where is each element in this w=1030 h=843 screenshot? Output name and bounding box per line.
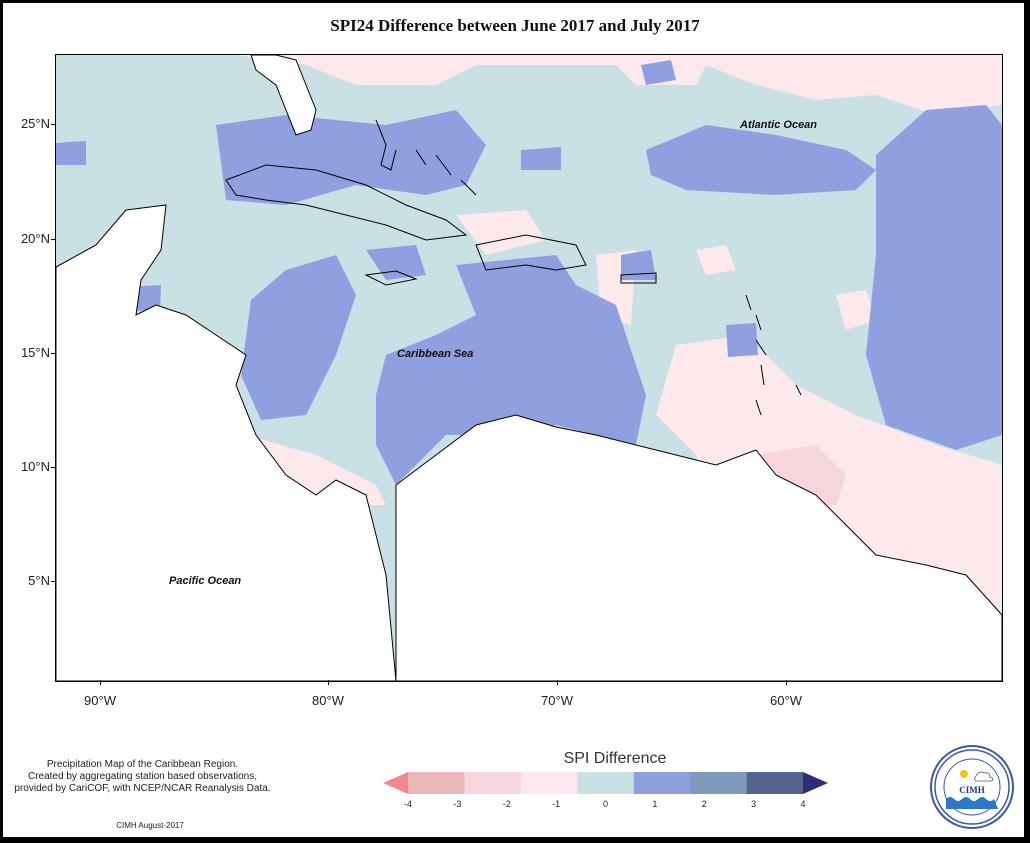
y-axis-label: 25°N <box>20 116 50 131</box>
y-axis-label: 20°N <box>20 231 50 246</box>
x-tick <box>100 680 101 685</box>
anomaly-zone-neg <box>456 210 546 255</box>
anomaly-zone-pos <box>366 245 426 280</box>
x-tick <box>786 680 787 685</box>
description-line: provided by CariCOF, with NCEP/NCAR Rean… <box>14 783 271 794</box>
land-hispaniola <box>475 234 587 271</box>
anomaly-zone-pos <box>866 105 1002 450</box>
anomaly-zone-pos <box>521 147 561 170</box>
map-panel <box>55 54 1003 682</box>
anomaly-zone-pos <box>241 255 356 420</box>
y-tick <box>51 239 56 240</box>
land-lesser-antilles <box>745 294 802 416</box>
map-description: Precipitation Map of the Caribbean Regio… <box>5 759 280 795</box>
legend-swatch <box>577 772 635 794</box>
land-jamaica <box>364 270 418 286</box>
y-axis-label: 15°N <box>20 345 50 360</box>
atlantic-ocean-label: Atlantic Ocean <box>740 119 818 131</box>
land-puerto-rico <box>620 272 657 284</box>
logo-graphic <box>934 749 1010 825</box>
y-tick <box>51 353 56 354</box>
x-tick <box>557 680 558 685</box>
legend-title: SPI Difference <box>563 750 667 767</box>
logo-text: CIMH <box>959 785 985 795</box>
x-axis-label: 90°W <box>84 693 116 708</box>
anomaly-zone-pos <box>376 255 646 485</box>
legend-label: -4 <box>403 799 412 809</box>
legend-label: 2 <box>701 799 707 809</box>
land-north-america <box>250 55 317 136</box>
legend-swatch <box>633 772 691 794</box>
y-tick <box>51 581 56 582</box>
legend-label: 4 <box>800 799 806 809</box>
description-line: Created by aggregating station based obs… <box>27 771 258 782</box>
credit-text: CIMH August-2017 <box>116 821 184 830</box>
legend-swatch <box>464 772 522 794</box>
legend-swatch <box>520 772 578 794</box>
x-axis-label: 70°W <box>541 693 573 708</box>
land-central-america <box>56 204 397 681</box>
anomaly-zone-pos <box>646 125 876 195</box>
anomaly-zone-pos <box>216 110 486 205</box>
y-tick <box>51 467 56 468</box>
legend-label: -3 <box>453 799 462 809</box>
anomaly-zone-pos <box>56 141 86 165</box>
legend-swatch <box>746 772 804 794</box>
sun-icon <box>960 770 968 778</box>
land-cuba <box>225 164 468 241</box>
land-bahamas <box>375 119 477 196</box>
legend-swatch <box>408 772 465 794</box>
anomaly-zone-pos <box>726 323 758 357</box>
anomaly-zone-neg <box>706 65 1002 115</box>
legend-swatch <box>383 772 408 794</box>
anomaly-zone-pos <box>641 60 676 85</box>
legend-label: -2 <box>502 799 511 809</box>
x-axis-label: 80°W <box>312 693 344 708</box>
legend-swatch <box>803 772 828 794</box>
y-tick <box>51 124 56 125</box>
anomaly-zone-neg <box>836 290 876 330</box>
description-line: Precipitation Map of the Caribbean Regio… <box>46 759 239 770</box>
caribbean-sea-label: Caribbean Sea <box>397 348 474 360</box>
legend-label: 0 <box>602 799 608 809</box>
wave-icon <box>946 797 998 809</box>
legend-label: 1 <box>652 799 658 809</box>
cloud-icon <box>974 771 994 782</box>
y-axis-label: 10°N <box>20 459 50 474</box>
anomaly-zone-pos <box>621 250 656 280</box>
legend-colorbar <box>383 772 828 794</box>
land-south-america <box>395 414 1002 681</box>
legend-swatch <box>690 772 748 794</box>
x-axis-label: 60°W <box>770 693 802 708</box>
anomaly-zone-neg <box>696 245 736 275</box>
map-svg <box>56 55 1002 681</box>
map-title: SPI24 Difference between June 2017 and J… <box>330 16 700 35</box>
y-axis-label: 5°N <box>28 573 50 588</box>
cimh-logo: CIMH <box>930 745 1014 829</box>
x-tick <box>328 680 329 685</box>
legend-label: 3 <box>751 799 757 809</box>
pacific-ocean-label: Pacific Ocean <box>169 575 242 587</box>
legend-label: -1 <box>552 799 561 809</box>
